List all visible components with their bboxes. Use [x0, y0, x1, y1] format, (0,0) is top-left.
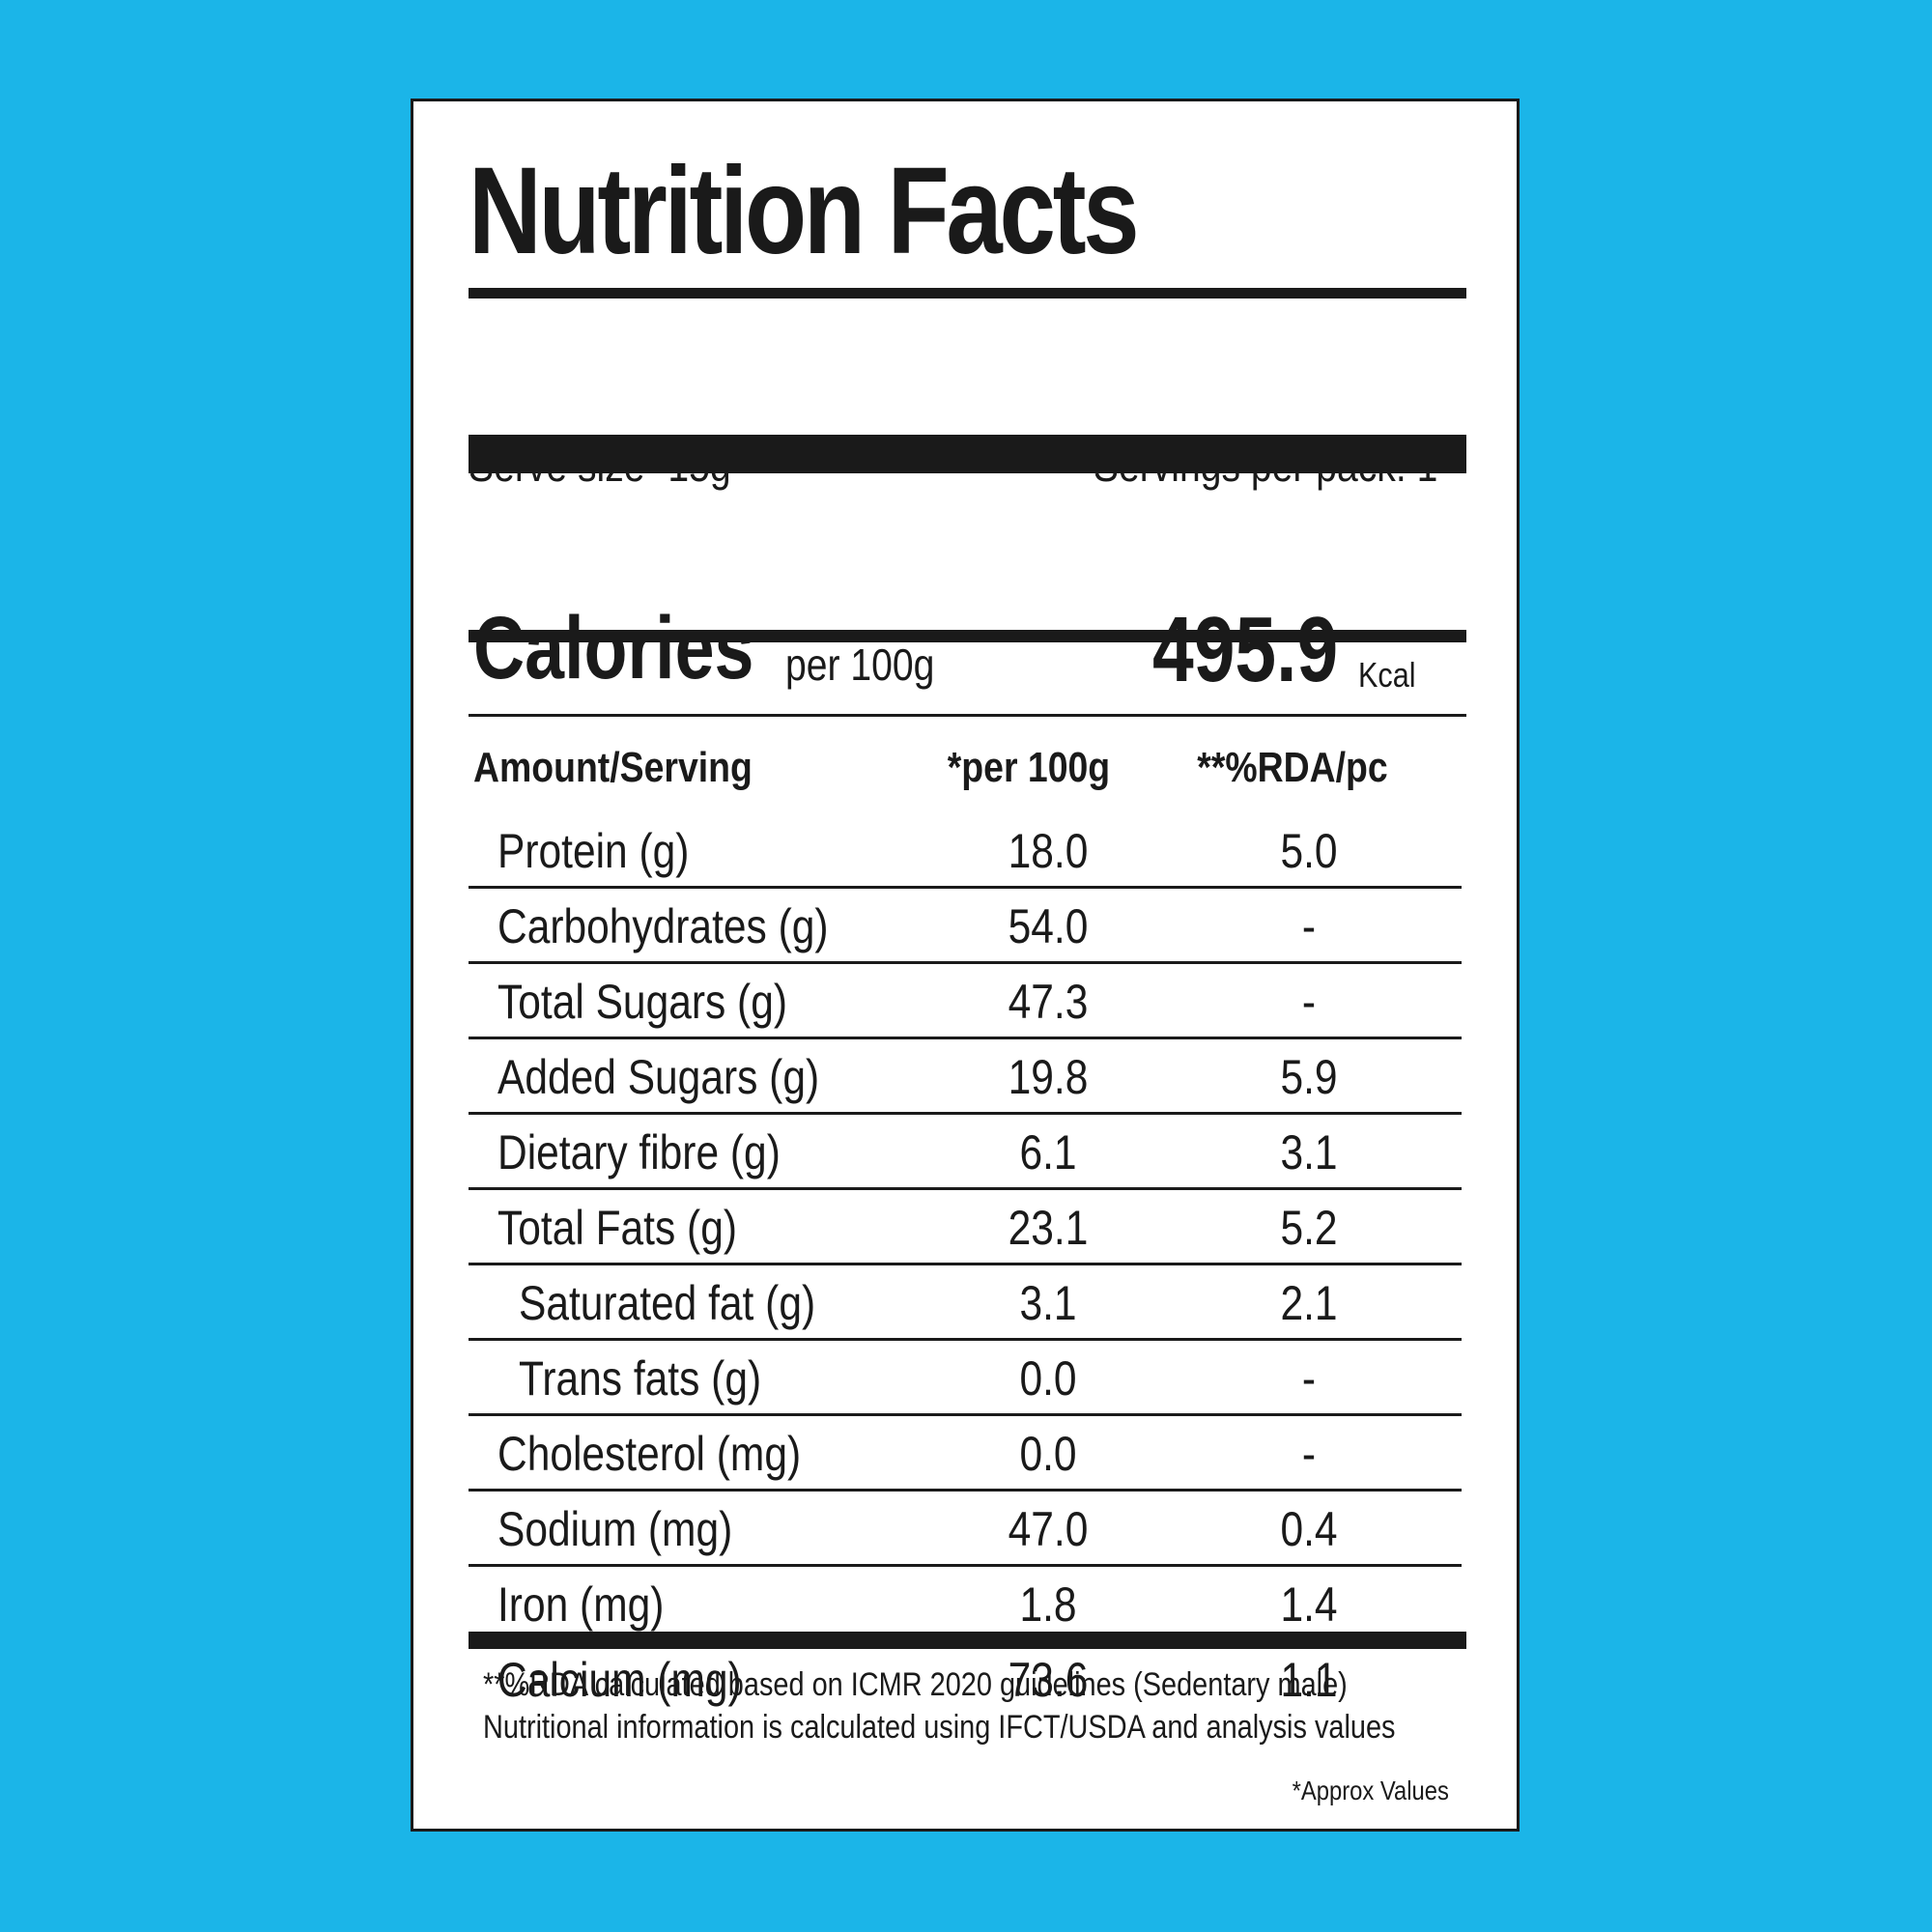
nutrient-name: Added Sugars (g) — [497, 1050, 820, 1104]
table-row: Cholesterol (mg) 0.0 - — [469, 1416, 1462, 1492]
nutrient-per-100g: 6.1 — [1019, 1125, 1077, 1179]
nutrient-per-100g: 3.1 — [1019, 1276, 1077, 1330]
calories-basis: per 100g — [785, 639, 935, 690]
nutrient-name: Protein (g) — [497, 824, 690, 878]
table-row: Protein (g) 18.0 5.0 — [469, 813, 1462, 889]
header-per-100g: *per 100g — [947, 744, 1111, 791]
nutrient-per-100g: 47.0 — [1008, 1502, 1089, 1556]
nutrient-per-100g: 0.0 — [1019, 1427, 1077, 1481]
nutrient-per-100g: 73.6 — [1008, 1653, 1089, 1707]
nutrient-rda: 2.1 — [1280, 1276, 1338, 1330]
title-rule — [469, 288, 1466, 298]
footnote-source: Nutritional information is calculated us… — [483, 1709, 1396, 1746]
nutrient-per-100g: 18.0 — [1008, 824, 1089, 878]
header-amount-serving: Amount/Serving — [473, 744, 753, 791]
table-row: Trans fats (g) 0.0 - — [469, 1341, 1462, 1416]
nutrient-rda: 1.1 — [1280, 1653, 1338, 1707]
table-row: Dietary fibre (g) 6.1 3.1 — [469, 1115, 1462, 1190]
nutrient-rda: 5.0 — [1280, 824, 1338, 878]
nutrient-rda: - — [1301, 1351, 1317, 1406]
table-row: Calcium (mg) 73.6 1.1 — [469, 1642, 1462, 1718]
nutrient-name: Dietary fibre (g) — [497, 1125, 781, 1179]
table-row: Sodium (mg) 47.0 0.4 — [469, 1492, 1462, 1567]
nutrient-rda: - — [1301, 1427, 1317, 1481]
label-title: Nutrition Facts — [469, 142, 1140, 280]
nutrient-name: Total Sugars (g) — [497, 975, 787, 1029]
nutrient-name: Total Fats (g) — [497, 1201, 737, 1255]
nutrient-per-100g: 0.0 — [1019, 1351, 1077, 1406]
nutrient-name: Saturated fat (g) — [519, 1276, 816, 1330]
nutrient-per-100g: 47.3 — [1008, 975, 1089, 1029]
calories-unit: Kcal — [1358, 655, 1416, 695]
table-row: Carbohydrates (g) 54.0 - — [469, 889, 1462, 964]
approx-values-note: *Approx Values — [1292, 1776, 1449, 1805]
nutrient-per-100g: 54.0 — [1008, 899, 1089, 953]
nutrient-rda: 5.9 — [1280, 1050, 1338, 1104]
nutrient-name: Cholesterol (mg) — [497, 1427, 802, 1481]
table-row: Total Fats (g) 23.1 5.2 — [469, 1190, 1462, 1265]
table-row: Saturated fat (g) 3.1 2.1 — [469, 1265, 1462, 1341]
nutrient-per-100g: 23.1 — [1008, 1201, 1089, 1255]
thick-rule — [469, 435, 1466, 473]
nutrient-rda: 3.1 — [1280, 1125, 1338, 1179]
table-row: Total Sugars (g) 47.3 - — [469, 964, 1462, 1039]
nutrient-rda: - — [1301, 899, 1317, 953]
header-rule — [469, 714, 1466, 717]
nutrient-name: Trans fats (g) — [519, 1351, 762, 1406]
nutrient-name: Calcium (mg) — [497, 1653, 742, 1707]
nutrient-name: Carbohydrates (g) — [497, 899, 829, 953]
nutrient-table: Protein (g) 18.0 5.0 Carbohydrates (g) 5… — [469, 813, 1462, 1718]
table-bottom-rule — [469, 1632, 1466, 1649]
nutrient-rda: 1.4 — [1280, 1577, 1338, 1632]
footnote-rda: **%RDA calculated based on ICMR 2020 gui… — [483, 1666, 1348, 1703]
nutrient-rda: - — [1301, 975, 1317, 1029]
nutrition-label: Nutrition Facts Serve size -15g Servings… — [411, 99, 1520, 1832]
calories-rule — [469, 630, 1466, 642]
nutrient-per-100g: 19.8 — [1008, 1050, 1089, 1104]
nutrient-per-100g: 1.8 — [1019, 1577, 1077, 1632]
header-rda: **%RDA/pc — [1197, 744, 1388, 791]
calories-value: 495.9 — [1152, 598, 1339, 701]
table-row: Added Sugars (g) 19.8 5.9 — [469, 1039, 1462, 1115]
nutrient-rda: 0.4 — [1280, 1502, 1338, 1556]
nutrient-rda: 5.2 — [1280, 1201, 1338, 1255]
nutrient-name: Sodium (mg) — [497, 1502, 733, 1556]
calories-label: Calories — [473, 599, 754, 697]
nutrient-name: Iron (mg) — [497, 1577, 665, 1632]
